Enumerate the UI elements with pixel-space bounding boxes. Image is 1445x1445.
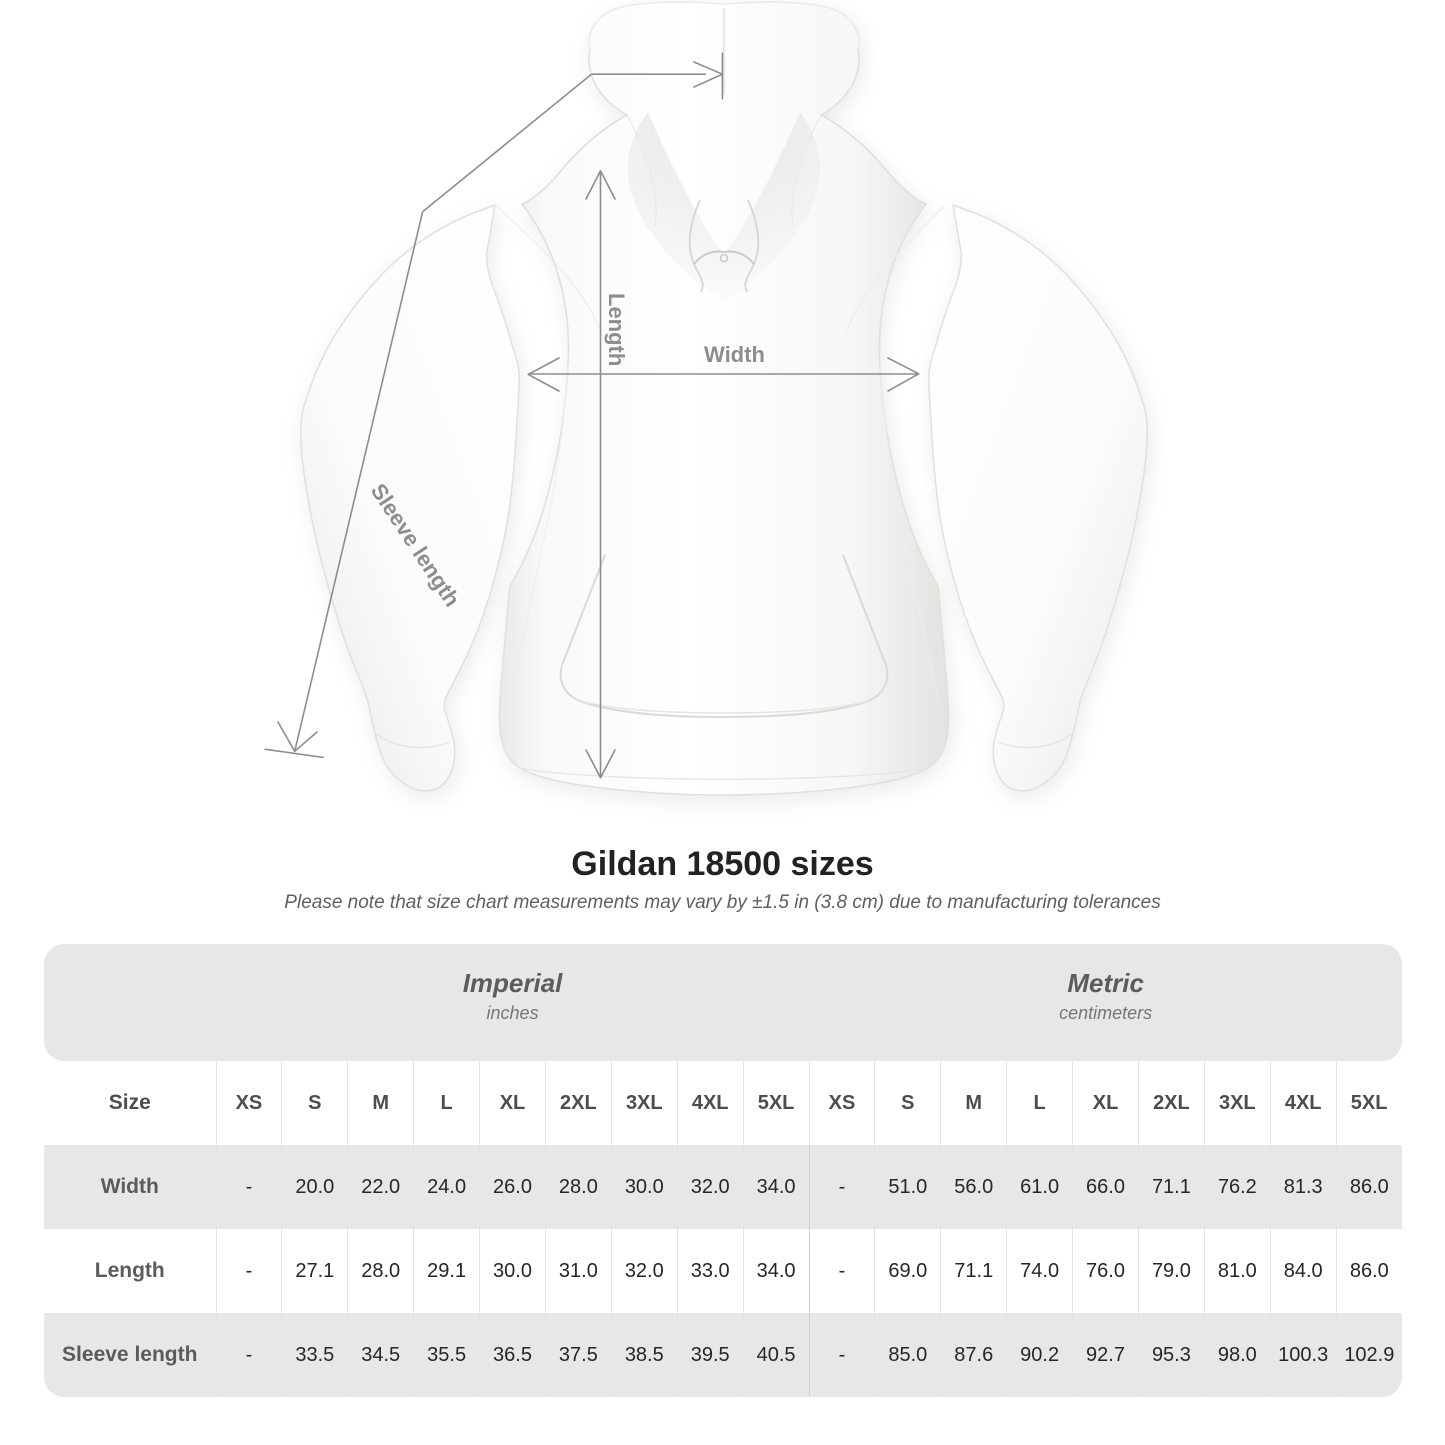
svg-text:Width: Width (704, 342, 765, 367)
svg-text:Length: Length (604, 293, 629, 366)
